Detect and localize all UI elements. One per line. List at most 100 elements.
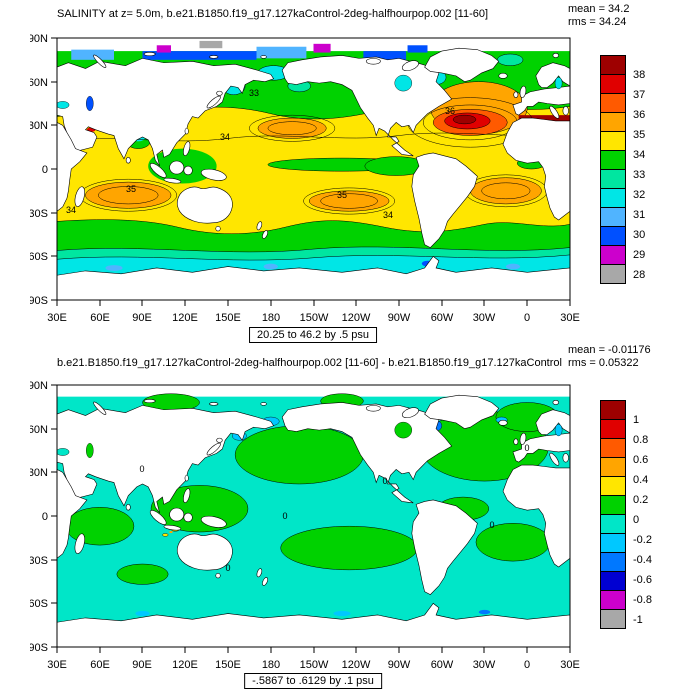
contour-label: 34 bbox=[66, 205, 76, 215]
lon-tick: 0 bbox=[524, 659, 530, 671]
contour-label: 0 bbox=[139, 464, 144, 474]
lat-tick: 60N bbox=[30, 77, 48, 89]
salinity-map-panel: SALINITY at z= 5.0m, b.e21.B1850.f19_g17… bbox=[0, 0, 700, 348]
colorbar-tick-label: -0.2 bbox=[633, 534, 652, 546]
lon-tick: 180 bbox=[262, 659, 280, 671]
colorbar-tick-label: 36 bbox=[633, 109, 646, 121]
lon-tick: 30E bbox=[47, 312, 67, 324]
lon-tick: 30E bbox=[560, 312, 580, 324]
colorbar-tick-label: -0.4 bbox=[633, 554, 652, 566]
lon-tick: 30W bbox=[473, 312, 496, 324]
lat-tick: 90S bbox=[30, 642, 48, 654]
lon-tick: 90W bbox=[388, 659, 411, 671]
colorbar-block bbox=[600, 571, 626, 591]
colorbar-block bbox=[600, 476, 626, 496]
lat-tick: 0 bbox=[42, 511, 48, 523]
contour-label: 0 bbox=[382, 476, 387, 486]
colorbar-tick-label: 0.4 bbox=[633, 474, 649, 486]
contour-value-labels: 0 0 0 0 0 0 bbox=[139, 443, 529, 573]
lat-tick-labels: 90N 60N 30N 0 30S 60S 90S bbox=[30, 33, 48, 307]
bottom-range-label: -.5867 to .6129 by .1 psu bbox=[244, 673, 382, 689]
colorbar-block bbox=[600, 207, 626, 227]
colorbar-block bbox=[600, 245, 626, 265]
top-panel-title: SALINITY at z= 5.0m, b.e21.B1850.f19_g17… bbox=[57, 8, 489, 20]
lon-tick: 60W bbox=[431, 312, 454, 324]
lon-tick: 180 bbox=[262, 312, 280, 324]
lat-tick: 60N bbox=[30, 424, 48, 436]
lat-tick: 0 bbox=[42, 164, 48, 176]
colorbar-tick-label: 30 bbox=[633, 229, 646, 241]
lon-tick: 120W bbox=[342, 312, 371, 324]
colorbar-block bbox=[600, 169, 626, 189]
colorbar-block bbox=[600, 400, 626, 420]
lat-tick: 30S bbox=[30, 208, 48, 220]
bottom-panel-title: b.e21.B1850.f19_g17.127kaControl-2deg-ha… bbox=[57, 357, 562, 369]
top-map-plot: 34 33 35 35 34 36 34 30E 60E 90E 120E 15… bbox=[30, 33, 580, 324]
colorbar-tick-label: -0.6 bbox=[633, 574, 652, 586]
contour-label: 33 bbox=[249, 88, 259, 98]
lon-tick-labels: 30E 60E 90E 120E 150E 180 150W 120W 90W … bbox=[47, 312, 580, 324]
lon-tick: 90E bbox=[132, 659, 152, 671]
colorbar-block bbox=[600, 131, 626, 151]
colorbar-block bbox=[600, 150, 626, 170]
lon-tick: 60W bbox=[431, 659, 454, 671]
colorbar-tick-label: 33 bbox=[633, 169, 646, 181]
colorbar-tick-label: 34 bbox=[633, 149, 646, 161]
colorbar-tick-label: 32 bbox=[633, 189, 646, 201]
colorbar-block bbox=[600, 495, 626, 515]
lon-tick: 60E bbox=[90, 659, 110, 671]
lat-tick: 90N bbox=[30, 380, 48, 392]
colorbar-block bbox=[600, 590, 626, 610]
lon-tick: 120E bbox=[172, 312, 198, 324]
contour-label: 0 bbox=[489, 520, 494, 530]
colorbar-block bbox=[600, 93, 626, 113]
bottom-rms-label: rms = 0.05322 bbox=[568, 357, 639, 369]
top-rms-label: rms = 34.24 bbox=[568, 16, 627, 28]
marginal-seas-layer bbox=[57, 422, 562, 458]
lon-tick: 150W bbox=[300, 659, 329, 671]
bottom-mean-label: mean = -0.01176 bbox=[568, 344, 651, 356]
bottom-map-plot: 0 0 0 0 0 0 30E 60E 90E 120E 150E 180 15… bbox=[30, 380, 580, 671]
colorbar-tick-label: 28 bbox=[633, 269, 646, 281]
colorbar-tick-label: 38 bbox=[633, 69, 646, 81]
contour-label: 36 bbox=[445, 106, 455, 116]
lat-tick: 30N bbox=[30, 120, 48, 132]
lon-tick: 30W bbox=[473, 659, 496, 671]
lon-tick: 0 bbox=[524, 312, 530, 324]
top-mean-label: mean = 34.2 bbox=[568, 3, 630, 15]
lon-tick: 150W bbox=[300, 312, 329, 324]
colorbar-block bbox=[600, 514, 626, 534]
colorbar-block bbox=[600, 419, 626, 439]
lat-tick: 60S bbox=[30, 251, 48, 263]
contour-label: 35 bbox=[337, 190, 347, 200]
colorbar-block bbox=[600, 552, 626, 572]
contour-label: 34 bbox=[220, 132, 230, 142]
lon-tick: 90E bbox=[132, 312, 152, 324]
lat-tick: 30S bbox=[30, 555, 48, 567]
colorbar-tick-label: 0.6 bbox=[633, 454, 649, 466]
colorbar-tick-label: 35 bbox=[633, 129, 646, 141]
lat-tick-labels: 90N 60N 30N 0 30S 60S 90S bbox=[30, 380, 48, 654]
top-range-label: 20.25 to 46.2 by .5 psu bbox=[249, 327, 377, 343]
colorbar-tick-label: -1 bbox=[633, 614, 643, 626]
colorbar-tick-label: 37 bbox=[633, 89, 646, 101]
lon-tick: 30E bbox=[47, 659, 67, 671]
axis-ticks bbox=[51, 384, 571, 653]
lon-tick: 120E bbox=[172, 659, 198, 671]
lat-tick: 90S bbox=[30, 295, 48, 307]
colorbar-block bbox=[600, 457, 626, 477]
colorbar-block bbox=[600, 188, 626, 208]
colorbar-block bbox=[600, 609, 626, 629]
lon-tick-labels: 30E 60E 90E 120E 150E 180 150W 120W 90W … bbox=[47, 659, 580, 671]
lon-tick: 150E bbox=[215, 659, 241, 671]
top-colorbar: 38 37 36 35 34 33 32 31 30 29 28 bbox=[600, 55, 645, 284]
colorbar-block bbox=[600, 74, 626, 94]
contour-label: 34 bbox=[383, 210, 393, 220]
difference-map-panel: b.e21.B1850.f19_g17.127kaControl-2deg-ha… bbox=[0, 340, 700, 700]
contour-label: 35 bbox=[126, 184, 136, 194]
contour-value-labels: 34 33 35 35 34 36 34 bbox=[66, 88, 455, 220]
lon-tick: 150E bbox=[215, 312, 241, 324]
marginal-seas-layer bbox=[57, 75, 562, 111]
axis-ticks bbox=[51, 37, 571, 306]
